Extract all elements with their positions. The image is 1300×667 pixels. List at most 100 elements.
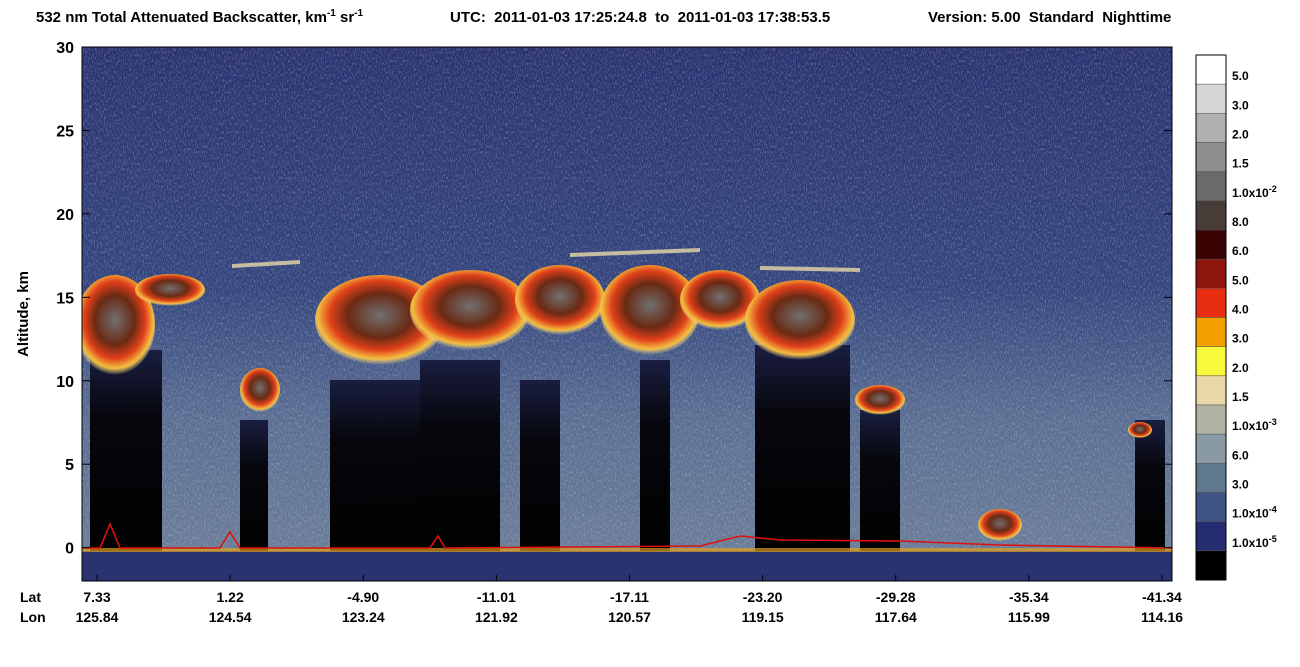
colorbar-label: 2.0 xyxy=(1232,361,1249,375)
colorbar-label: 5.0 xyxy=(1232,69,1249,83)
colorbar-label-text: 6.0 xyxy=(1232,244,1249,258)
colorbar-label-text: 1.0x10 xyxy=(1232,536,1269,550)
colorbar-label-text: 5.0 xyxy=(1232,273,1249,287)
colorbar-swatch xyxy=(1195,375,1227,406)
lon-tick-label: 124.54 xyxy=(209,609,252,625)
y-tick-label: 15 xyxy=(56,290,74,307)
lat-tick-label: -11.01 xyxy=(477,589,516,605)
y-tick-label: 0 xyxy=(65,541,74,558)
colorbar-label: 1.0x10-3 xyxy=(1232,417,1277,433)
colorbar-swatch xyxy=(1195,404,1227,435)
lat-tick-label: -29.28 xyxy=(876,589,916,605)
colorbar-label-text: 4.0 xyxy=(1232,303,1249,317)
lon-tick-label: 114.16 xyxy=(1141,609,1183,625)
colorbar-label-text: 3.0 xyxy=(1232,98,1249,112)
colorbar-label: 6.0 xyxy=(1232,244,1249,258)
colorbar-label-exp: -2 xyxy=(1269,184,1277,194)
lon-tick-label: 120.57 xyxy=(608,609,651,625)
lon-tick-label: 123.24 xyxy=(342,609,385,625)
colorbar-label-text: 1.5 xyxy=(1232,390,1249,404)
colorbar-label-text: 2.0 xyxy=(1232,128,1249,142)
chart-title: 532 nm Total Attenuated Backscatter, km-… xyxy=(36,8,364,26)
colorbar-label-text: 2.0 xyxy=(1232,361,1249,375)
colorbar-label: 1.5 xyxy=(1232,390,1249,404)
colorbar-label-text: 8.0 xyxy=(1232,215,1249,229)
colorbar-label-text: 5.0 xyxy=(1232,69,1249,83)
y-tick-label: 10 xyxy=(56,374,74,391)
colorbar-swatch xyxy=(1195,54,1227,85)
title-exp: -1 xyxy=(327,8,336,19)
plot-area xyxy=(82,47,1172,581)
colorbar-label-exp: -4 xyxy=(1269,505,1277,515)
colorbar-swatch xyxy=(1195,346,1227,377)
lat-tick-label: -35.34 xyxy=(1009,589,1049,605)
colorbar-label: 4.0 xyxy=(1232,303,1249,317)
surface-return xyxy=(82,548,1172,552)
colorbar-label-exp: -3 xyxy=(1269,417,1277,427)
thin-cirrus xyxy=(231,248,861,272)
colorbar-label-exp: -5 xyxy=(1269,534,1277,544)
colorbar-label-text: 1.0x10 xyxy=(1232,186,1269,200)
colorbar-swatch xyxy=(1195,433,1227,464)
colorbar-frame xyxy=(1195,54,1227,581)
colorbar-swatch xyxy=(1195,317,1227,347)
lat-tick-label: -41.34 xyxy=(1142,589,1182,605)
colorbar-label-text: 6.0 xyxy=(1232,448,1249,462)
lon-tick-label: 115.99 xyxy=(1008,609,1050,625)
lon-tick-label: 121.92 xyxy=(475,609,518,625)
lat-label: Lat xyxy=(20,589,41,605)
utc-range: UTC: 2011-01-03 17:25:24.8 to 2011-01-03… xyxy=(450,9,830,26)
lat-tick-label: -17.11 xyxy=(610,589,649,605)
colorbar-label: 1.0x10-2 xyxy=(1232,184,1277,200)
colorbar-swatch xyxy=(1195,83,1227,114)
surface-band xyxy=(82,551,1172,581)
lon-tick-label: 119.15 xyxy=(742,609,784,625)
plot-frame xyxy=(81,46,1173,582)
clouds xyxy=(82,265,1152,541)
colorbar-label: 3.0 xyxy=(1232,332,1249,346)
colorbar-label: 3.0 xyxy=(1232,478,1249,492)
colorbar-label: 1.0x10-4 xyxy=(1232,505,1277,521)
lon-label: Lon xyxy=(20,609,46,625)
colorbar-label-text: 3.0 xyxy=(1232,332,1249,346)
colorbar-swatch xyxy=(1195,463,1227,493)
colorbar-label-text: 1.0x10 xyxy=(1232,507,1269,521)
lat-tick-label: -4.90 xyxy=(347,589,379,605)
lat-tick-label: 7.33 xyxy=(83,589,110,605)
colorbar-swatch xyxy=(1195,200,1227,231)
colorbar-swatch xyxy=(1195,258,1227,289)
colorbar-swatch xyxy=(1195,288,1227,318)
colorbar-swatch xyxy=(1195,113,1227,143)
colorbar-label: 6.0 xyxy=(1232,448,1249,462)
colorbar-swatch xyxy=(1195,492,1227,522)
y-tick-label: 25 xyxy=(56,123,74,140)
title-exp: -1 xyxy=(354,8,363,19)
colorbar-swatch xyxy=(1195,142,1227,172)
colorbar-label-text: 3.0 xyxy=(1232,478,1249,492)
y-tick-label: 30 xyxy=(56,40,74,57)
lon-tick-label: 125.84 xyxy=(76,609,119,625)
lon-tick-label: 117.64 xyxy=(875,609,917,625)
colorbar-swatch xyxy=(1195,521,1227,552)
colorbar-label: 1.0x10-5 xyxy=(1232,534,1277,550)
colorbar-label: 5.0 xyxy=(1232,273,1249,287)
colorbar-swatch xyxy=(1195,229,1227,260)
colorbar: 5.03.02.01.51.0x10-28.06.05.04.03.02.01.… xyxy=(1195,54,1277,581)
colorbar-label: 2.0 xyxy=(1232,128,1249,142)
surface-elevation xyxy=(82,521,1172,549)
colorbar-label: 1.5 xyxy=(1232,157,1249,171)
title-text: 532 nm Total Attenuated Backscatter, km xyxy=(36,9,327,26)
version: Version: 5.00 Standard Nighttime xyxy=(928,9,1171,26)
colorbar-swatch xyxy=(1195,171,1227,202)
title-unit: sr xyxy=(336,9,355,26)
y-tick-label: 20 xyxy=(56,207,74,224)
colorbar-label-text: 1.5 xyxy=(1232,157,1249,171)
colorbar-label: 8.0 xyxy=(1232,215,1249,229)
y-axis-label: Altitude, km xyxy=(15,271,32,357)
y-tick-label: 5 xyxy=(65,457,74,474)
colorbar-swatch xyxy=(1195,550,1227,581)
colorbar-label-text: 1.0x10 xyxy=(1232,419,1269,433)
lat-tick-label: -23.20 xyxy=(743,589,783,605)
lat-tick-label: 1.22 xyxy=(217,589,244,605)
